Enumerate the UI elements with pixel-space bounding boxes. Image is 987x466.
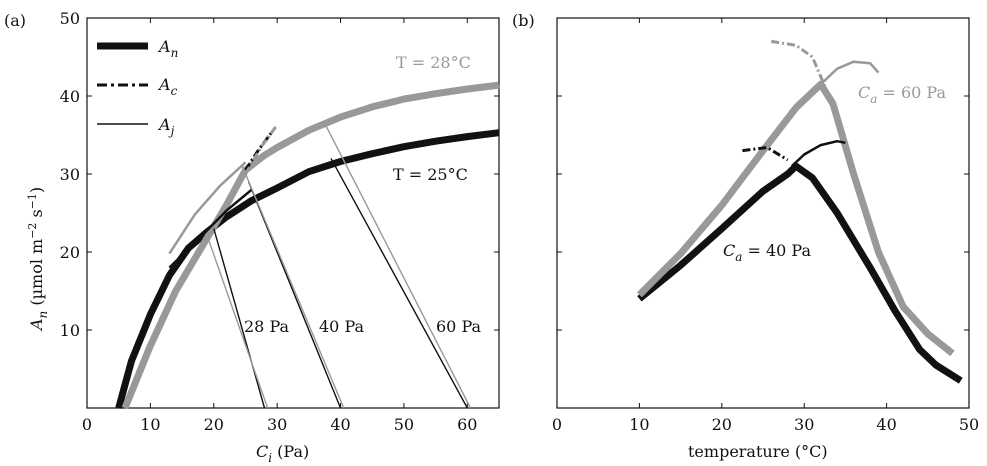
x-axis-label-b: temperature (°C) [688, 442, 828, 461]
legend-ac-label: Ac [157, 75, 178, 98]
panel-b: (b) 0 10 20 30 40 50 Ca = 60 Pa Ca = 40 Pa te… [512, 11, 979, 461]
x-tick-label-b-1: 10 [629, 415, 649, 434]
series-line-b-5 [770, 39, 831, 97]
y-tick-label-a-0: 10 [60, 321, 80, 340]
legend-an-label: An [157, 37, 178, 60]
annotation-60pa: 60 Pa [436, 317, 481, 336]
panel-a-label: (a) [4, 11, 26, 30]
x-tick-label-a-2: 20 [204, 415, 224, 434]
x-tick-label-a-5: 50 [394, 415, 414, 434]
legend-aj-label: Aj [157, 115, 175, 138]
y-tick-label-a-4: 50 [60, 9, 80, 28]
panel-b-label: (b) [512, 11, 535, 30]
panel-b-frame [556, 17, 970, 409]
series-line-a-7 [206, 236, 269, 409]
x-tick-label-a-6: 60 [457, 415, 477, 434]
annotation-ca40: Ca = 40 Pa [723, 241, 811, 264]
x-tick-label-b-0: 0 [552, 415, 562, 434]
y-tick-label-a-2: 30 [60, 165, 80, 184]
annotation-t25: T = 25°C [393, 165, 468, 184]
series-line-a-4 [244, 132, 273, 171]
series-line-a-1 [121, 81, 500, 410]
y-tick-label-a-1: 20 [60, 243, 80, 262]
series-line-b-0 [637, 162, 963, 384]
x-tick-label-a-3: 30 [267, 415, 287, 434]
annotation-ca60: Ca = 60 Pa [858, 83, 946, 106]
series-line-a-11 [324, 122, 472, 409]
series-line-a-2 [168, 188, 253, 269]
x-tick-label-a-0: 0 [82, 415, 92, 434]
x-tick-label-b-2: 20 [712, 415, 732, 434]
panel-a: (a) 0 10 20 30 40 50 60 10 20 30 40 50 An Ac Aj T =… [4, 9, 500, 465]
panel-a-frame [86, 17, 500, 409]
y-axis-label-a: An (µmol m−2 s−1) [26, 187, 50, 332]
annotation-t28: T = 28°C [396, 53, 471, 72]
x-tick-label-b-4: 40 [876, 415, 896, 434]
x-tick-label-a-4: 40 [330, 415, 350, 434]
annotation-40pa: 40 Pa [319, 317, 364, 336]
series-line-a-3 [168, 161, 247, 255]
x-axis-label-a: Ci (Pa) [256, 442, 309, 465]
series-line-a-0 [115, 129, 500, 409]
series-line-a-6 [213, 228, 266, 409]
series-line-b-2 [790, 139, 846, 168]
x-tick-label-b-5: 50 [959, 415, 979, 434]
annotation-28pa: 28 Pa [244, 317, 289, 336]
x-tick-label-b-3: 30 [794, 415, 814, 434]
series-line-a-9 [241, 165, 345, 409]
x-tick-label-a-1: 10 [140, 415, 160, 434]
series-line-a-5 [244, 124, 279, 175]
y-tick-label-a-3: 40 [60, 87, 80, 106]
series-line-b-3 [819, 60, 880, 86]
series-line-b-1 [636, 80, 955, 357]
series-line-a-10 [330, 158, 468, 409]
